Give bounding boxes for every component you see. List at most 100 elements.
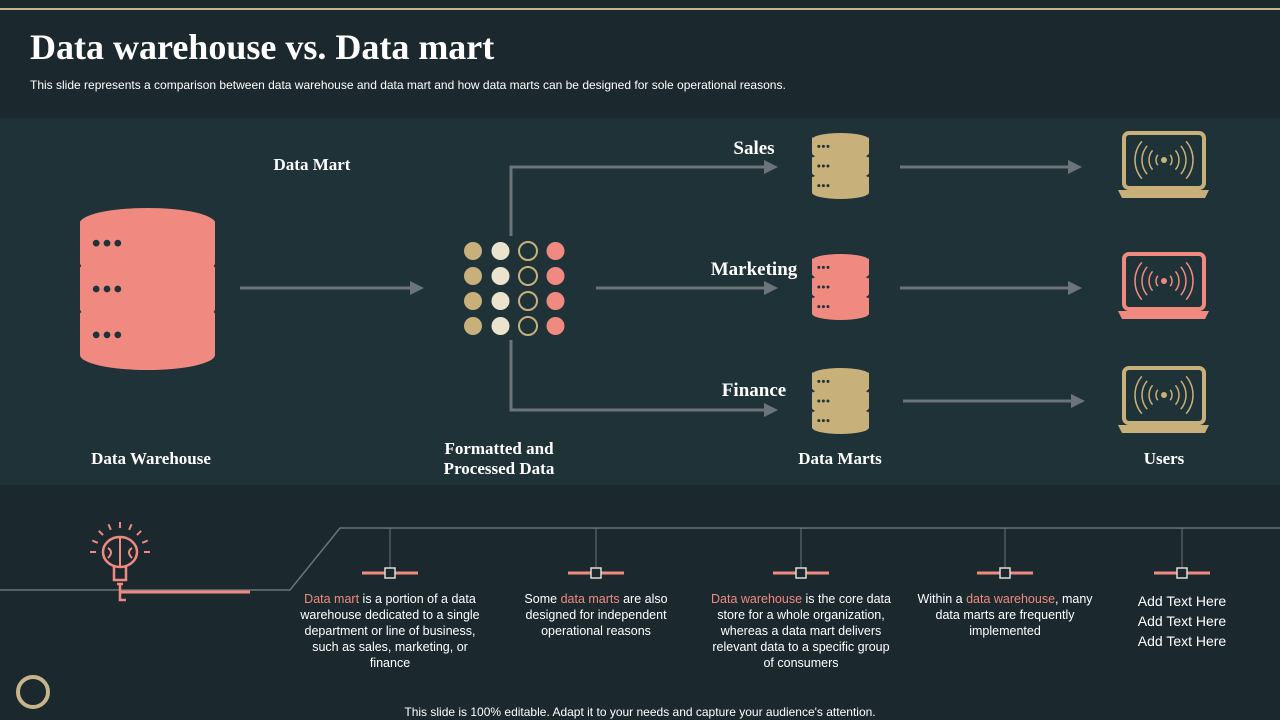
- note-span: Some: [524, 592, 561, 606]
- note-highlight: data warehouse: [966, 592, 1056, 606]
- data-dot: [546, 292, 565, 310]
- db-dot: [826, 379, 830, 383]
- db-bottom: [812, 287, 869, 301]
- db-dot: [817, 144, 821, 148]
- data-dot: [464, 292, 482, 310]
- laptop-base: [1118, 425, 1209, 433]
- db-dot: [817, 399, 821, 403]
- data-dot: [518, 291, 538, 311]
- note-span: , many data marts are frequently impleme…: [935, 592, 1093, 638]
- wifi-arc: [1148, 270, 1154, 292]
- note-line: Add Text Here: [1137, 593, 1227, 609]
- note-highlight: Data mart: [304, 592, 360, 606]
- wifi-arc: [1185, 140, 1194, 180]
- ray: [107, 523, 112, 531]
- data-dot: [491, 242, 510, 260]
- database-icon: [812, 365, 869, 434]
- db-dot: [103, 285, 111, 293]
- wifi-arc: [1185, 375, 1194, 415]
- note-span: are also designed for independent operat…: [525, 592, 668, 638]
- users-label: Users: [1143, 449, 1185, 468]
- wifi-dot: [1161, 157, 1167, 163]
- branch-line: [509, 165, 770, 236]
- note-text: Data mart is a portion of a data warehou…: [300, 591, 480, 671]
- database-icon: [812, 130, 869, 200]
- subtitle: This slide represents a comparison betwe…: [30, 78, 786, 92]
- data-dot: [518, 266, 538, 286]
- db-dot: [92, 285, 100, 293]
- db-dot: [826, 164, 830, 168]
- db-bottom: [812, 267, 869, 281]
- arrow-head: [1071, 394, 1085, 408]
- wifi-arc: [1141, 266, 1148, 296]
- wifi-arc: [1134, 375, 1143, 415]
- db-bottom: [80, 247, 215, 279]
- title: Data warehouse vs. Data mart: [30, 27, 495, 67]
- ray: [91, 539, 99, 544]
- processed-label: Processed Data: [443, 459, 555, 478]
- arrow-head: [764, 403, 778, 417]
- db-dot: [817, 305, 821, 309]
- data-dot: [464, 317, 482, 335]
- laptop-base: [1118, 311, 1209, 319]
- db-dot: [103, 239, 111, 247]
- db-dot: [817, 285, 821, 289]
- processed-label: Formatted and: [444, 439, 554, 458]
- db-dot: [821, 144, 825, 148]
- wifi-arc: [1148, 149, 1154, 171]
- wifi-arc: [1141, 380, 1148, 410]
- note-line: Add Text Here: [1137, 633, 1227, 649]
- note-highlight: data marts: [560, 592, 620, 606]
- connector-box: [999, 567, 1011, 579]
- db-top: [812, 254, 869, 267]
- db-dot: [826, 399, 830, 403]
- laptop-base: [1118, 190, 1209, 198]
- note-span: is a portion of a data warehouse dedicat…: [300, 592, 480, 670]
- data-dot: [491, 292, 510, 310]
- db-top: [812, 133, 869, 146]
- db-dot: [821, 164, 825, 168]
- mart-name: Sales: [733, 138, 775, 159]
- marts-label: Data Marts: [798, 449, 882, 468]
- wifi-arc: [1155, 154, 1159, 166]
- ray: [128, 523, 133, 531]
- laptop-icon: [1118, 366, 1209, 433]
- db-bottom: [812, 381, 869, 395]
- laptop-screen: [1122, 252, 1206, 311]
- wifi-arc: [1185, 261, 1194, 301]
- ray: [136, 530, 142, 536]
- note-span: Within a: [917, 592, 967, 606]
- db-dot: [92, 239, 100, 247]
- wifi-arc: [1155, 275, 1159, 287]
- arrow-head: [764, 160, 778, 174]
- brain-fold: [107, 538, 133, 567]
- db-dot: [103, 331, 111, 339]
- data-dot: [546, 317, 565, 335]
- ray: [141, 539, 149, 544]
- db-dot: [821, 265, 825, 269]
- db-bottom: [812, 186, 869, 200]
- arrow-head: [410, 281, 424, 295]
- wifi-arc: [1169, 389, 1173, 401]
- db-dot: [821, 184, 825, 188]
- wifi-arc: [1180, 145, 1187, 175]
- wifi-dot: [1161, 392, 1167, 398]
- data-dot: [518, 316, 538, 336]
- brain-icon: [90, 522, 150, 602]
- wifi-arc: [1169, 154, 1173, 166]
- branch-line: [509, 340, 770, 412]
- db-dot: [821, 379, 825, 383]
- connector-box: [1176, 567, 1188, 579]
- db-dot: [826, 184, 830, 188]
- note-text: Some data marts are also designed for in…: [506, 591, 686, 639]
- db-dot: [817, 164, 821, 168]
- wifi-arc: [1180, 266, 1187, 296]
- db-bottom: [812, 166, 869, 180]
- warehouse-label: Data Warehouse: [91, 449, 211, 468]
- db-bottom: [812, 421, 869, 434]
- db-top: [80, 208, 215, 239]
- db-top: [812, 368, 869, 381]
- laptop-icon: [1118, 131, 1209, 198]
- wifi-arc: [1141, 145, 1148, 175]
- wifi-arc: [1174, 149, 1180, 171]
